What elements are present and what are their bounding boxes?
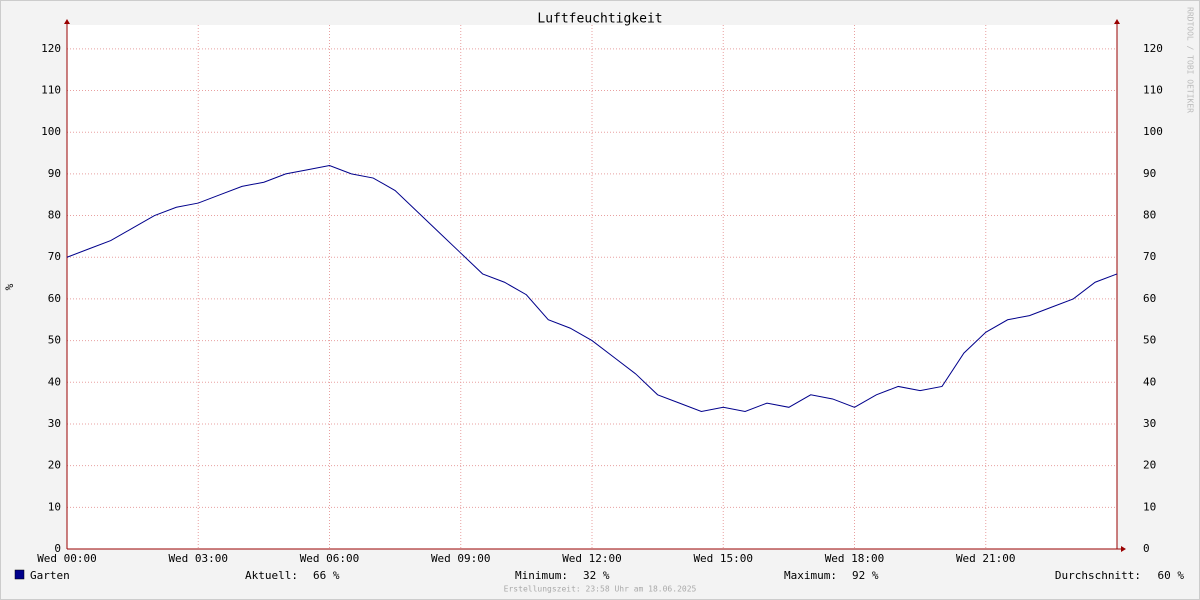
y-tick-label-right: 60 [1143, 292, 1156, 305]
y-tick-label: 120 [41, 42, 61, 55]
y-tick-label: 60 [48, 292, 61, 305]
y-tick-label: 100 [41, 125, 61, 138]
y-tick-label: 10 [48, 500, 61, 513]
x-tick-label: Wed 15:00 [693, 552, 753, 565]
y-tick-label-right: 80 [1143, 209, 1156, 222]
y-tick-label: 70 [48, 250, 61, 263]
y-tick-label: 90 [48, 167, 61, 180]
x-tick-label: Wed 03:00 [168, 552, 228, 565]
x-tick-label: Wed 18:00 [825, 552, 885, 565]
y-tick-label-right: 110 [1143, 84, 1163, 97]
stat-value: 92 % [852, 569, 879, 582]
stat-value: 60 % [1158, 569, 1185, 582]
y-tick-label: 80 [48, 209, 61, 222]
x-tick-label: Wed 06:00 [300, 552, 360, 565]
y-tick-label: 30 [48, 417, 61, 430]
legend-label: Garten [30, 569, 70, 582]
y-tick-label-right: 90 [1143, 167, 1156, 180]
axis-arrow [64, 19, 70, 24]
y-tick-label-right: 10 [1143, 500, 1156, 513]
y-tick-label: 40 [48, 375, 61, 388]
y-tick-label-right: 20 [1143, 459, 1156, 472]
x-tick-label: Wed 00:00 [37, 552, 97, 565]
legend-swatch [14, 569, 25, 580]
stat-label: Aktuell: [245, 569, 298, 582]
chart-title: Luftfeuchtigkeit [537, 12, 662, 27]
stat-value: 66 % [313, 569, 340, 582]
x-tick-label: Wed 09:00 [431, 552, 491, 565]
data-line [66, 165, 1118, 412]
stat-label: Minimum: [515, 569, 568, 582]
y-axis-label: % [3, 283, 16, 290]
y-tick-label-right: 30 [1143, 417, 1156, 430]
y-tick-label-right: 70 [1143, 250, 1156, 263]
axis-arrow [1121, 546, 1126, 552]
y-tick-label-right: 50 [1143, 334, 1156, 347]
y-tick-label: 50 [48, 334, 61, 347]
y-tick-label: 20 [48, 459, 61, 472]
stat-label: Durchschnitt: [1055, 569, 1141, 582]
x-tick-label: Wed 21:00 [956, 552, 1016, 565]
stat-value: 32 % [583, 569, 610, 582]
x-tick-label: Wed 12:00 [562, 552, 622, 565]
y-tick-label-right: 120 [1143, 42, 1163, 55]
y-tick-label-right: 40 [1143, 375, 1156, 388]
axis-arrow [1114, 19, 1120, 24]
y-tick-label: 110 [41, 84, 61, 97]
y-tick-label-right: 100 [1143, 125, 1163, 138]
y-tick-label-right: 0 [1143, 542, 1150, 555]
y-tick-label: 0 [54, 542, 61, 555]
footer: Erstellungszeit: 23:58 Uhr am 18.06.2025 [504, 585, 697, 594]
stat-label: Maximum: [784, 569, 837, 582]
watermark: RRDTOOL / TOBI OETIKER [1186, 7, 1195, 113]
